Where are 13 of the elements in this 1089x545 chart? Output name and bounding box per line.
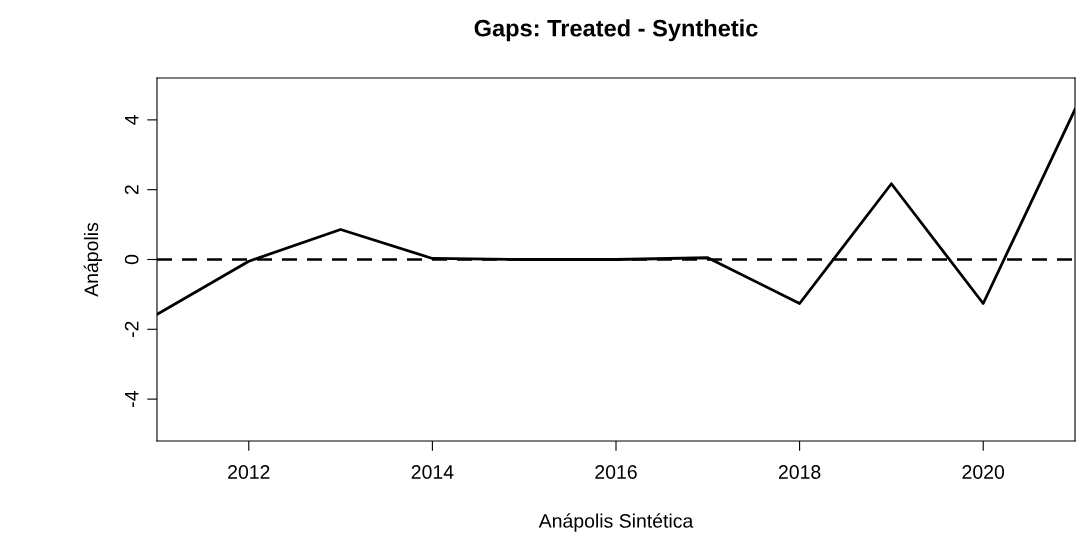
- y-tick-label: 4: [125, 115, 139, 125]
- y-tick-label: -2: [124, 321, 139, 338]
- x-tick-label: 2014: [411, 465, 454, 479]
- x-axis-title: Anápolis Sintética: [538, 513, 694, 532]
- y-axis-title: Anápolis: [83, 222, 103, 297]
- y-tick-label: 0: [124, 254, 139, 265]
- y-tick-label: 2: [124, 185, 139, 195]
- x-tick-label: 2020: [962, 465, 1005, 479]
- x-tick-label: 2016: [595, 465, 637, 479]
- x-tick-label: 2012: [228, 465, 270, 479]
- y-tick-label: -4: [125, 391, 139, 407]
- chart-title: Gaps: Treated - Synthetic: [474, 19, 758, 42]
- x-tick-label: 2018: [778, 465, 821, 479]
